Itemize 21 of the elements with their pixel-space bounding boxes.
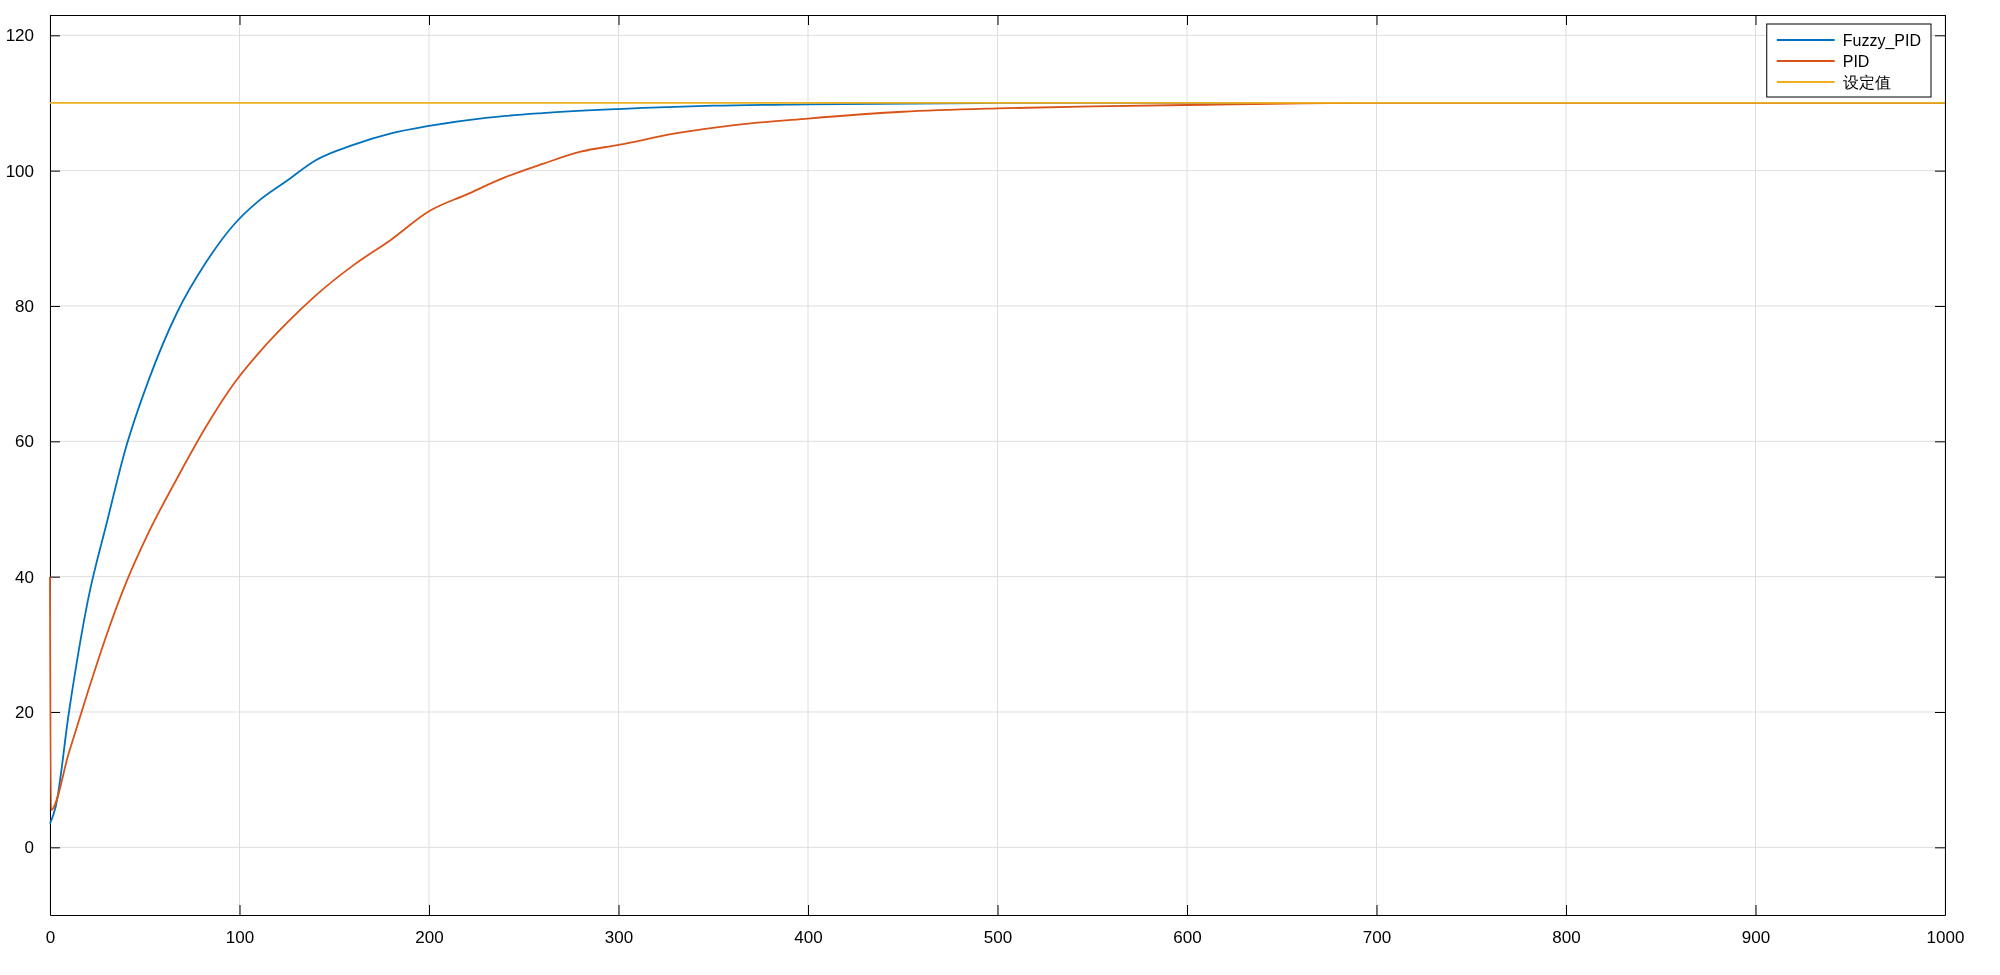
y-tick-label: 60 xyxy=(15,432,34,452)
x-tick-label: 500 xyxy=(983,928,1013,948)
y-tick-label: 20 xyxy=(15,702,34,722)
x-tick-label: 900 xyxy=(1741,928,1771,948)
x-tick-label: 300 xyxy=(604,928,634,948)
x-tick-label: 800 xyxy=(1552,928,1581,948)
x-tick-label: 0 xyxy=(45,928,56,948)
y-tick-label: 40 xyxy=(15,567,34,587)
y-tick-label: 80 xyxy=(15,296,34,316)
x-tick-label: 1000 xyxy=(1926,928,1965,948)
x-tick-label: 600 xyxy=(1173,928,1202,948)
x-tick-label: 100 xyxy=(225,928,255,948)
x-tick-label: 200 xyxy=(415,928,444,948)
legend-label: PID xyxy=(1842,52,1870,70)
y-tick-label: 100 xyxy=(5,161,34,181)
y-tick-label: 0 xyxy=(24,838,34,858)
y-tick-label: 120 xyxy=(5,26,34,46)
x-tick-label: 400 xyxy=(794,928,823,948)
legend-label: Fuzzy_PID xyxy=(1842,31,1921,50)
x-tick-label: 700 xyxy=(1362,928,1392,948)
legend-label: 设定值 xyxy=(1842,73,1891,91)
